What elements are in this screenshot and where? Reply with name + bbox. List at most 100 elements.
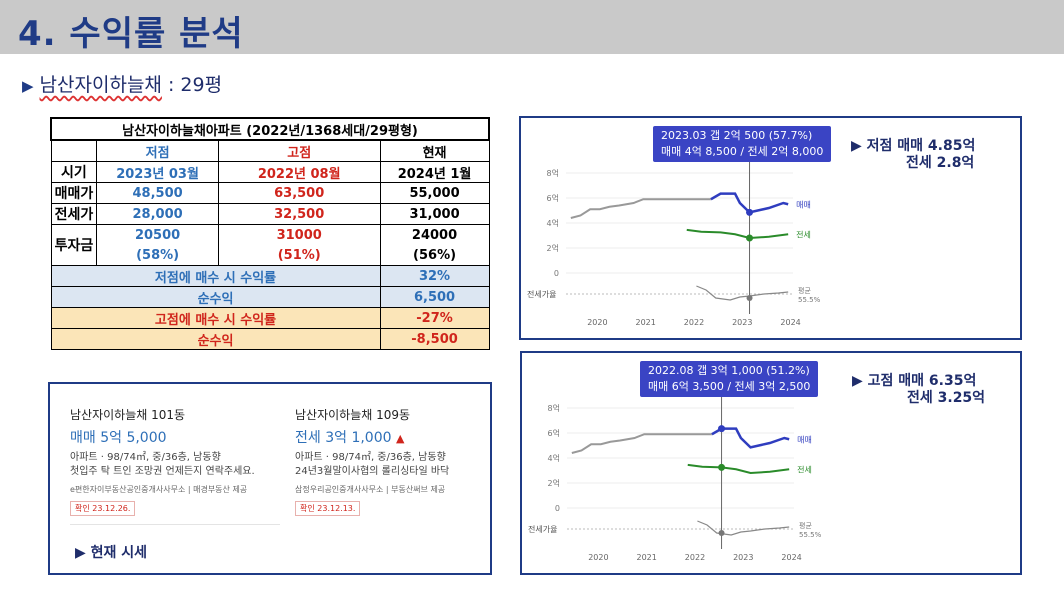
table-row: 매매가 48,500 63,500 55,000 — [50, 182, 490, 204]
section-subtitle: ▶ 남산자이하늘채 : 29평 — [22, 70, 222, 97]
apartment-name: 남산자이하늘채 — [39, 74, 162, 96]
cell-invest-high-pct: (51%) — [217, 245, 381, 266]
cell-sale-high: 63,500 — [217, 182, 381, 204]
listings-panel: 남산자이하늘채 101동 매매 5억 5,000 아파트 · 98/74㎡, 중… — [48, 382, 492, 575]
col-header-low: 저점 — [96, 139, 219, 162]
row-label-sale: 매매가 — [50, 182, 98, 204]
listing-confirm-badge: 확인 23.12.13. — [295, 501, 361, 516]
apartment-size: : 29평 — [167, 74, 223, 96]
listing-card[interactable]: 남산자이하늘채 101동 매매 5억 5,000 아파트 · 98/74㎡, 중… — [70, 406, 270, 516]
listing-confirm-badge: 확인 23.12.26. — [70, 501, 136, 516]
series-label: 전세 — [797, 464, 812, 474]
row-label-invest: 투자금 — [50, 224, 98, 266]
y-tick-label: 8억 — [547, 168, 559, 178]
slide-title: 4. 수익률 분석 — [18, 14, 244, 54]
cell-jeonse-now: 31,000 — [379, 203, 490, 225]
cell-invest-high: 31000 — [217, 224, 381, 245]
chart-tooltip: 2023.03 갭 2억 500 (57.7%) 매매 4억 8,500 / 전… — [653, 126, 832, 162]
highlight-ratio-point — [746, 295, 753, 301]
y-tick-label: 6억 — [548, 428, 560, 438]
ratio-avg-value: 55.5% — [798, 296, 821, 304]
tooltip-line-2: 매매 4억 8,500 / 전세 2억 8,000 — [661, 145, 824, 158]
low-return-label: 저점에 매수 시 수익률 — [50, 265, 381, 287]
cell-invest-low-pct: (58%) — [96, 245, 219, 266]
x-tick-label: 2024 — [780, 318, 800, 327]
cell-sale-low: 48,500 — [96, 182, 219, 204]
y-tick-label: 4억 — [548, 453, 560, 463]
cell-invest-now-pct: (56%) — [379, 245, 490, 266]
tooltip-line-1: 2022.08 갭 3억 1,000 (51.2%) — [648, 364, 810, 377]
series-label: 전세 — [796, 229, 811, 239]
chart-panel-high: 8억 6억 4억 2억 0 전세가율 평균 55.5% 2020 2021 2022 2023 2024… — [520, 351, 1022, 575]
series-line-sale — [710, 192, 789, 214]
cell-invest-low: 20500 — [96, 224, 219, 245]
cell-period-now: 2024년 1월 — [379, 161, 490, 183]
cell-period-low: 2023년 03월 — [96, 161, 219, 183]
high-net-value: -8,500 — [379, 328, 490, 350]
col-header-now: 현재 — [379, 139, 490, 162]
low-return-value: 32% — [379, 265, 490, 287]
low-net-value: 6,500 — [379, 286, 490, 308]
note-line-1: ▶ 고점 매매 6.35억 — [852, 373, 977, 389]
listing-price: 전세 3억 1,000 ▲ — [295, 427, 480, 447]
y-tick-label: 6억 — [547, 193, 559, 203]
y-tick-label: 2억 — [548, 478, 560, 488]
series-line-sale-past — [570, 198, 711, 219]
chart-tooltip: 2022.08 갭 3억 1,000 (51.2%) 매매 6억 3,500 /… — [640, 361, 819, 397]
x-tick-label: 2021 — [637, 553, 657, 562]
slide-header: 4. 수익률 분석 — [0, 0, 1064, 54]
listing-spec: 아파트 · 98/74㎡, 중/36층, 남동향 — [70, 452, 221, 463]
x-tick-label: 2023 — [732, 318, 752, 327]
note-line-1: ▶ 저점 매매 4.85억 — [851, 138, 976, 154]
listing-spec: 아파트 · 98/74㎡, 중/36층, 남동향 — [295, 452, 446, 463]
chart-panel-low: 8억 6억 4억 2억 0 전세가율 평균 55.5% 2020 2021 2022 2023 2024… — [519, 116, 1022, 340]
high-point-note: ▶ 고점 매매 6.35억 전세 3.25억 — [852, 373, 985, 407]
ratio-avg-label: 평균 — [799, 521, 812, 530]
listing-desc: 첫입주 탁 트인 조망권 언제든지 연락주세요. — [70, 466, 255, 477]
ratio-label: 전세가율 — [527, 289, 556, 299]
y-tick-label: 4억 — [547, 218, 559, 228]
col-header-high: 고점 — [217, 139, 381, 162]
cell-invest-now: 24000 — [379, 224, 490, 245]
x-tick-label: 2023 — [733, 553, 753, 562]
highlight-point — [746, 208, 754, 216]
table-row: (58%) (51%) (56%) — [51, 245, 490, 266]
table-corner — [50, 139, 98, 162]
low-net-label: 순수익 — [50, 286, 381, 308]
x-tick-label: 2021 — [636, 318, 656, 327]
x-tick-label: 2022 — [684, 318, 704, 327]
listing-price: 매매 5억 5,000 — [70, 430, 167, 446]
series-label: 매매 — [797, 435, 812, 444]
series-label: 매매 — [796, 200, 811, 209]
table-title: 남산자이하늘채아파트 (2022년/1368세대/29평형) — [50, 117, 490, 141]
low-point-note: ▶ 저점 매매 4.85억 전세 2.8억 — [851, 138, 975, 172]
y-tick-label: 0 — [555, 504, 560, 513]
ratio-label: 전세가율 — [528, 524, 557, 534]
listing-title: 남산자이하늘채 109동 — [295, 408, 411, 422]
ratio-avg-label: 평균 — [798, 286, 811, 295]
y-tick-label: 2억 — [547, 243, 559, 253]
listing-agent: e편한자이부동산공인중개사사무소 | 매경부동산 제공 — [70, 485, 248, 494]
highlight-point — [718, 425, 726, 433]
x-tick-label: 2020 — [588, 553, 608, 562]
price-up-arrow-icon: ▲ — [395, 432, 405, 445]
listing-price-text: 전세 3억 1,000 — [295, 430, 392, 446]
y-tick-label: 8억 — [548, 403, 560, 413]
table-row: 순수익 -8,500 — [50, 328, 490, 350]
x-tick-label: 2024 — [781, 553, 801, 562]
listing-desc: 24년3월말이사협의 롤리싱타일 바닥 — [295, 466, 450, 477]
ratio-line — [697, 520, 790, 536]
y-tick-label: 0 — [554, 269, 559, 278]
divider — [70, 524, 280, 525]
bullet-marker: ▶ — [22, 77, 34, 95]
high-return-label: 고점에 매수 시 수익률 — [50, 307, 381, 329]
ratio-line — [696, 285, 789, 301]
listing-card[interactable]: 남산자이하늘채 109동 전세 3억 1,000 ▲ 아파트 · 98/74㎡,… — [295, 406, 480, 516]
series-line-sale-past — [571, 433, 712, 454]
x-tick-label: 2022 — [685, 553, 705, 562]
x-tick-label: 2020 — [587, 318, 607, 327]
high-net-label: 순수익 — [50, 328, 381, 350]
cell-jeonse-high: 32,500 — [217, 203, 381, 225]
